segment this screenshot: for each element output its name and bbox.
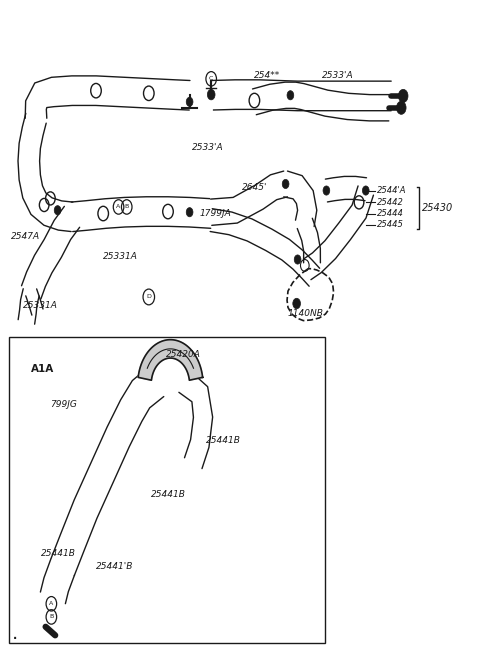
Circle shape xyxy=(362,186,369,195)
Text: A: A xyxy=(117,204,120,210)
Text: 25444: 25444 xyxy=(377,209,404,218)
Text: 2547A: 2547A xyxy=(11,232,40,241)
Text: 25441B: 25441B xyxy=(206,436,241,445)
Circle shape xyxy=(54,206,61,215)
Text: 2533'A: 2533'A xyxy=(192,143,224,152)
Text: 25445: 25445 xyxy=(377,220,404,229)
Text: 25331A: 25331A xyxy=(23,301,58,310)
Circle shape xyxy=(186,352,194,363)
Text: 1140NB: 1140NB xyxy=(288,309,324,318)
Polygon shape xyxy=(138,340,203,380)
Text: 25441'B: 25441'B xyxy=(96,562,133,571)
Circle shape xyxy=(398,89,408,102)
Text: 799JG: 799JG xyxy=(50,399,77,409)
FancyBboxPatch shape xyxy=(9,337,325,643)
Text: A1A: A1A xyxy=(31,364,54,374)
Circle shape xyxy=(294,255,301,264)
Circle shape xyxy=(282,179,289,189)
Text: 2645': 2645' xyxy=(242,183,268,192)
Text: 1799JA: 1799JA xyxy=(199,209,231,218)
Text: 25420A: 25420A xyxy=(166,350,201,359)
Text: B: B xyxy=(125,204,129,210)
Circle shape xyxy=(293,298,300,309)
Circle shape xyxy=(186,97,193,106)
Circle shape xyxy=(287,91,294,100)
Text: A: A xyxy=(49,601,53,606)
Text: 25441B: 25441B xyxy=(151,489,186,499)
Text: 2544'A: 2544'A xyxy=(377,186,406,195)
Circle shape xyxy=(323,186,330,195)
Circle shape xyxy=(198,424,203,430)
Text: 25331A: 25331A xyxy=(103,252,138,261)
Circle shape xyxy=(186,208,193,217)
Text: 2533'A: 2533'A xyxy=(322,71,353,80)
Text: C: C xyxy=(209,76,214,81)
Text: 254**: 254** xyxy=(254,71,281,80)
Text: 25442: 25442 xyxy=(377,198,404,207)
Circle shape xyxy=(396,101,406,114)
Circle shape xyxy=(207,89,215,100)
Text: ·: · xyxy=(12,630,18,649)
Text: B: B xyxy=(49,614,53,620)
Circle shape xyxy=(147,352,155,363)
Text: 25430: 25430 xyxy=(422,203,454,214)
Circle shape xyxy=(167,341,174,351)
Text: D: D xyxy=(146,294,151,300)
Text: 25441B: 25441B xyxy=(41,549,76,558)
